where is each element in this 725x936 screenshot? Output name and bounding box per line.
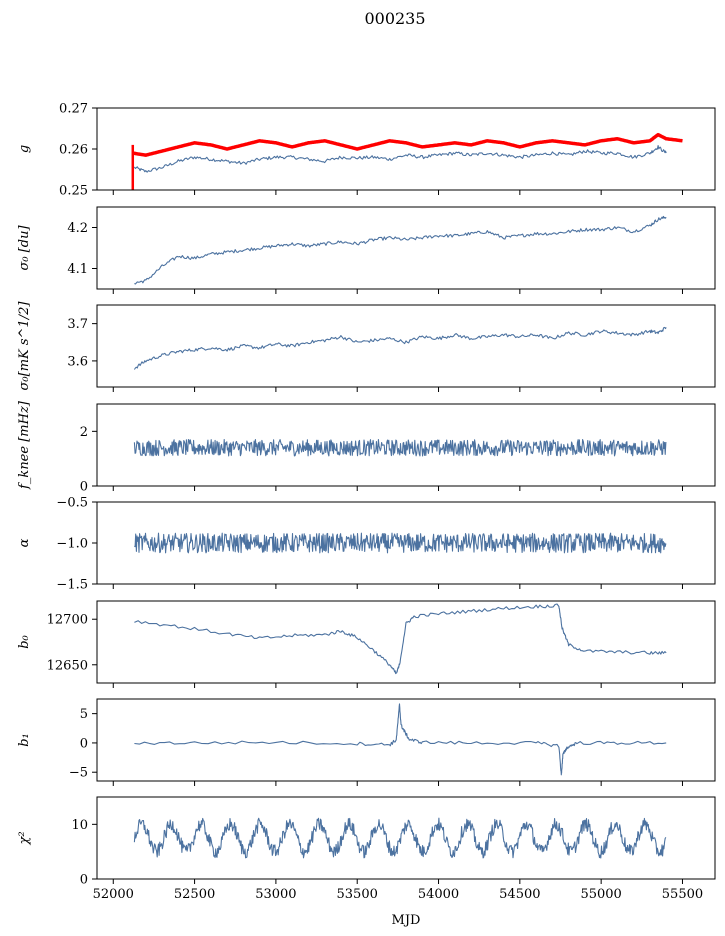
y-tick-label: 2 <box>80 425 88 440</box>
y-tick-label: −0.5 <box>56 496 88 511</box>
y-tick-label: 12700 <box>47 613 88 628</box>
y-axis-label: σ₀[mK s^1/2] <box>17 301 32 391</box>
axes-frame <box>96 304 716 388</box>
x-tick-label: 54500 <box>499 887 540 902</box>
axes-frame <box>96 600 716 684</box>
panel-2: 3.6 3.7 σ₀[mK s^1/2] <box>17 301 716 392</box>
axes-frame <box>96 206 716 290</box>
axes-frame <box>96 796 716 880</box>
y-tick-label: 4.1 <box>67 262 88 277</box>
panels: 0.25 0.26 0.27 g 4.1 4.2 σ₀ [du] 3.6 3.7 σ₀[mK s^… <box>17 102 716 902</box>
y-tick-label: 0 <box>80 873 88 888</box>
y-tick-label: 12650 <box>47 658 88 673</box>
series-line-4-0 <box>133 532 667 554</box>
y-tick-label: 3.6 <box>67 354 88 369</box>
panel-4: −1.5 −1.0 −0.5 α <box>17 496 716 593</box>
panel-5: 12650 12700 b₀ <box>17 600 716 688</box>
y-axis-label: σ₀ [du] <box>17 225 32 271</box>
panel-1: 4.1 4.2 σ₀ [du] <box>17 206 716 294</box>
y-tick-label: −1.0 <box>56 537 88 552</box>
y-tick-label: −5 <box>69 766 88 781</box>
y-tick-label: 0.27 <box>59 102 88 117</box>
y-tick-label: 5 <box>80 707 88 722</box>
axes-frame <box>96 107 716 191</box>
y-axis-label: b₁ <box>17 733 32 747</box>
x-tick-label: 53500 <box>337 887 378 902</box>
y-tick-label: 0.26 <box>59 143 88 158</box>
y-axis-label: α <box>17 538 32 547</box>
y-tick-label: 0 <box>80 480 88 495</box>
x-axis-label: MJD <box>392 913 421 928</box>
panel-0: 0.25 0.26 0.27 g <box>17 102 716 199</box>
x-tick-label: 55500 <box>662 887 703 902</box>
y-axis-label: f_knee [mHz] <box>17 400 32 490</box>
series-line-7-0 <box>133 817 667 859</box>
x-tick-label: 52000 <box>93 887 134 902</box>
y-tick-label: 0 <box>80 736 88 751</box>
series-line-1-0 <box>134 215 667 285</box>
axes-frame <box>96 403 716 487</box>
panel-3: 0 2 f_knee [mHz] <box>17 400 716 495</box>
figure-title: 000235 <box>364 9 425 28</box>
series-line-6-0 <box>134 703 667 776</box>
series-line-5-0 <box>134 603 667 675</box>
panel-7: 0 10 52000 52500 53000 53500 54000 54500 55000 55… <box>17 796 716 902</box>
y-axis-label: b₀ <box>17 634 32 648</box>
x-tick-label: 55000 <box>580 887 621 902</box>
y-axis-label: g <box>17 145 32 153</box>
y-tick-label: 4.2 <box>67 221 88 236</box>
axes-frame <box>96 698 716 782</box>
y-tick-label: 10 <box>71 818 88 833</box>
x-tick-label: 52500 <box>174 887 215 902</box>
y-tick-label: −1.5 <box>56 578 88 593</box>
y-tick-label: 3.7 <box>67 317 88 332</box>
series-line-3-0 <box>133 438 667 457</box>
series-line-2-0 <box>133 326 667 370</box>
series-line-0-1 <box>132 132 683 157</box>
x-tick-label: 53000 <box>255 887 296 902</box>
y-tick-label: 0.25 <box>59 184 88 199</box>
x-tick-label: 54000 <box>418 887 459 902</box>
y-axis-label: χ² <box>17 831 32 845</box>
series-line-0-0 <box>133 145 667 173</box>
panel-6: −5 0 5 b₁ <box>17 698 716 786</box>
